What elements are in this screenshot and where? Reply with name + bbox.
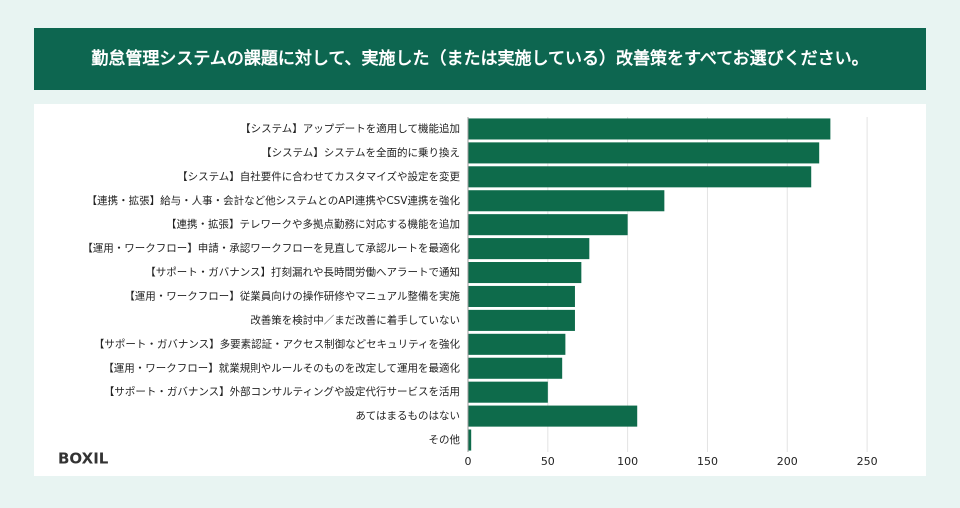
y-tick-label: その他: [429, 433, 461, 446]
bar: [468, 118, 831, 140]
y-tick-label: 【運用・ワークフロー】申請・承認ワークフローを見直して承認ルートを最適化: [82, 242, 460, 255]
x-tick-label: 150: [697, 455, 718, 468]
title-banner: [34, 28, 926, 90]
bar: [468, 142, 820, 164]
bar: [468, 309, 575, 331]
bar: [468, 214, 628, 236]
y-tick-label: 【サポート・ガバナンス】多要素認証・アクセス制御などセキュリティを強化: [94, 337, 461, 350]
bar: [468, 285, 575, 307]
y-tick-label: あてはまるものはない: [355, 410, 460, 422]
bar: [468, 405, 638, 427]
logo: BOXIL: [58, 450, 109, 468]
y-tick-label: 【運用・ワークフロー】就業規則やルールそのものを改定して運用を最適化: [103, 361, 460, 374]
bar: [468, 333, 566, 355]
bar: [468, 429, 472, 451]
y-tick-label: 改善策を検討中／まだ改善に着手していない: [250, 313, 460, 326]
x-tick-label: 50: [541, 455, 555, 468]
y-tick-label: 【システム】自社要件に合わせてカスタマイズや設定を変更: [177, 170, 460, 183]
bar: [468, 238, 590, 260]
bar: [468, 166, 812, 188]
y-tick-label: 【システム】アップデートを適用して機能追加: [240, 122, 460, 135]
x-tick-label: 200: [777, 455, 798, 468]
bars: 【システム】アップデートを適用して機能追加【システム】システムを全面的に乗り換え…: [82, 117, 831, 452]
x-tick-label: 100: [617, 455, 638, 468]
y-tick-label: 【システム】システムを全面的に乗り換え: [261, 146, 460, 159]
bar: [468, 190, 665, 212]
y-tick-label: 【連携・拡張】テレワークや多拠点勤務に対応する機能を追加: [166, 218, 460, 231]
x-tick-label: 0: [465, 455, 472, 468]
chart-title: 勤怠管理システムの課題に対して、実施した（または実施している）改善策をすべてお選…: [91, 48, 868, 69]
bar: [468, 262, 582, 284]
bar: [468, 357, 563, 379]
y-tick-label: 【運用・ワークフロー】従業員向けの操作研修やマニュアル整備を実施: [124, 289, 460, 302]
bar: [468, 381, 548, 403]
y-tick-label: 【サポート・ガバナンス】打刻漏れや長時間労働へアラートで通知: [145, 266, 460, 279]
y-tick-label: 【連携・拡張】給与・人事・会計など他システムとのAPI連携やCSV連携を強化: [87, 194, 461, 207]
y-tick-label: 【サポート・ガバナンス】外部コンサルティングや設定代行サービスを活用: [104, 385, 460, 398]
x-tick-label: 250: [857, 455, 878, 468]
